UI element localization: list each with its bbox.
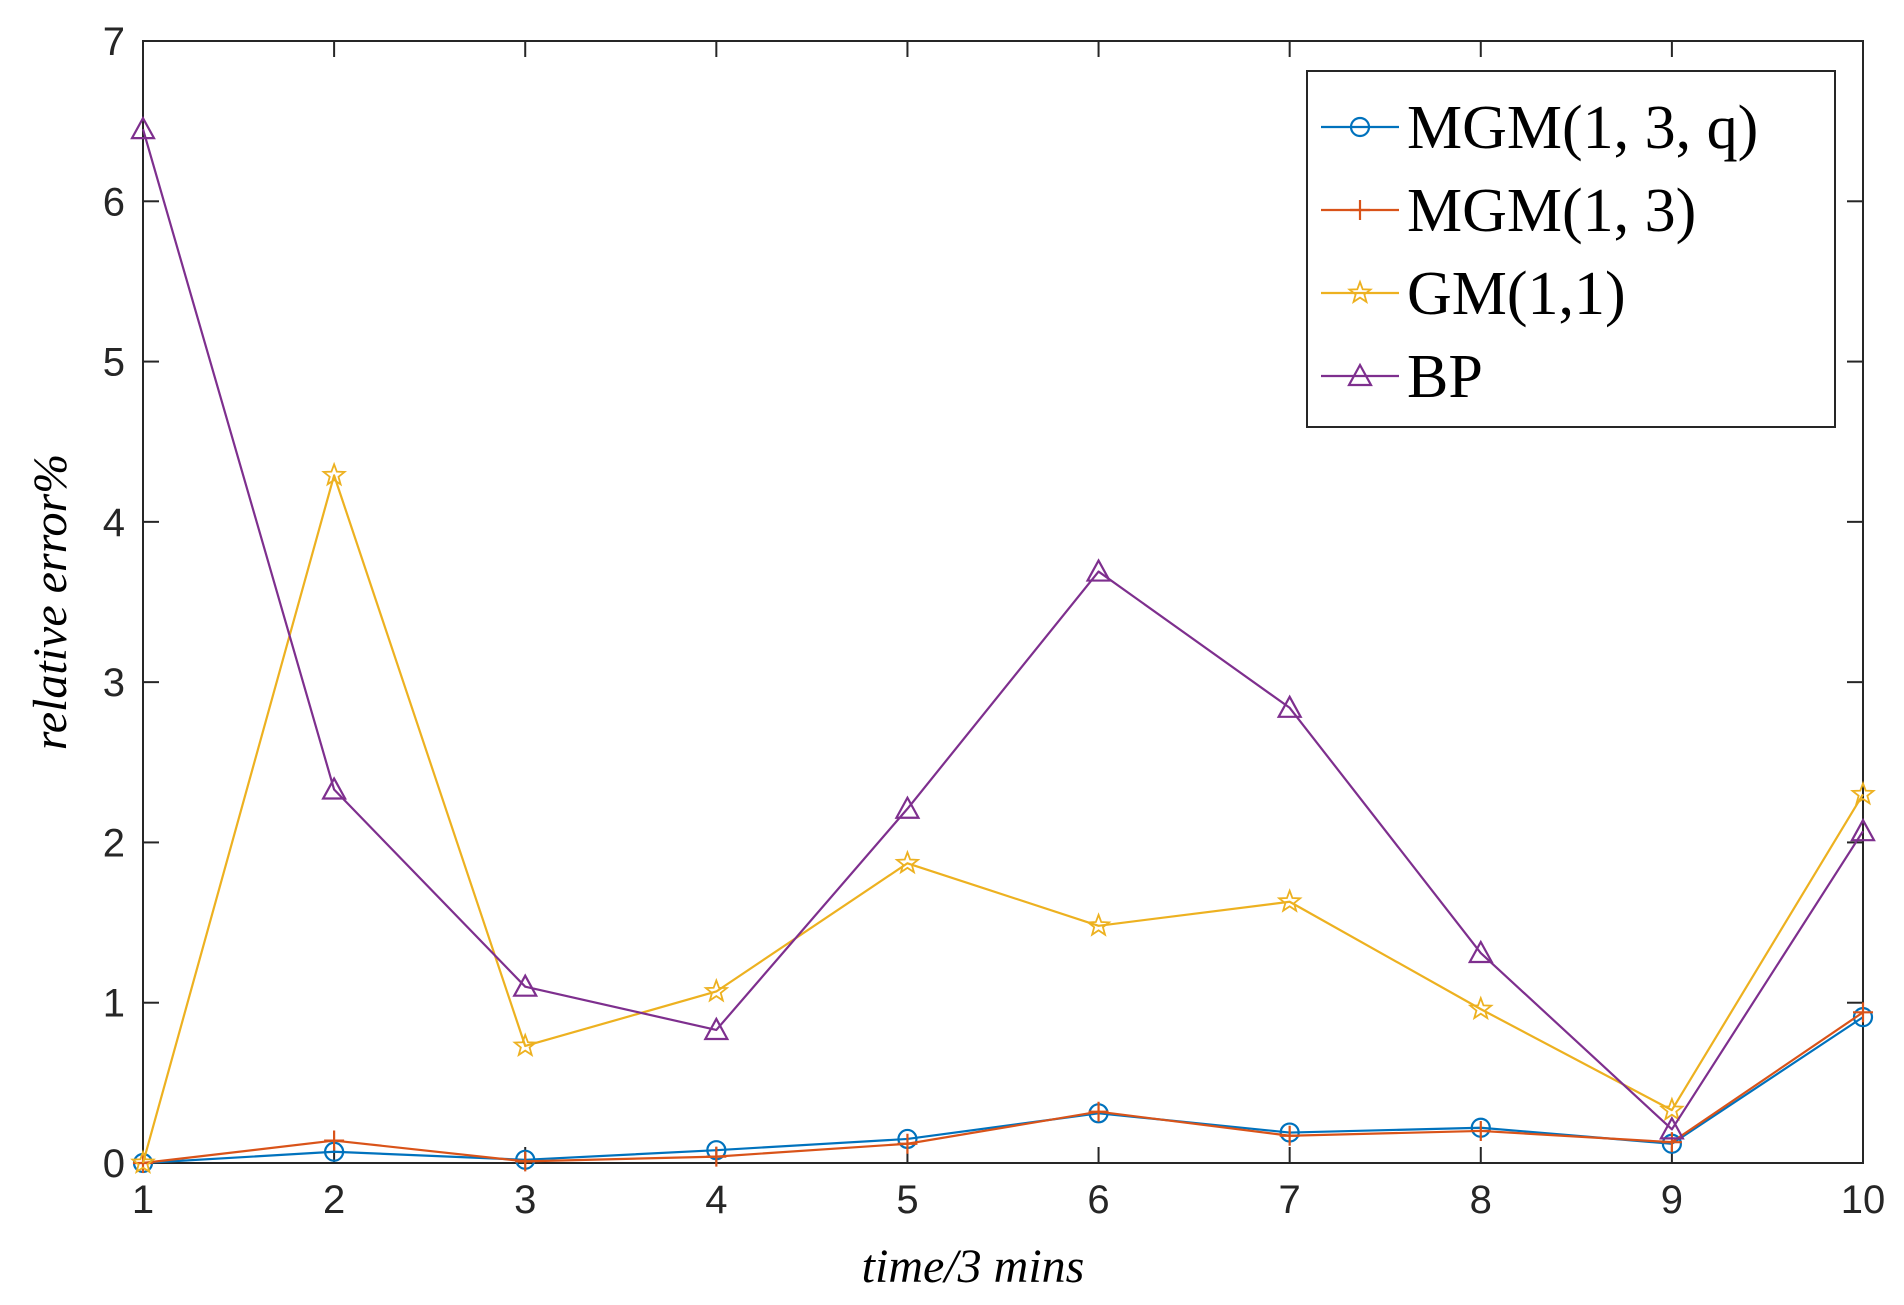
data-point <box>1467 995 1494 1021</box>
legend-label: MGM(1, 3) <box>1407 177 1696 245</box>
series-star <box>130 461 1876 1174</box>
legend-marker <box>1349 116 1371 138</box>
y-tick-label: 6 <box>103 180 125 224</box>
x-tick-label: 7 <box>1279 1178 1301 1222</box>
data-point <box>324 1130 345 1151</box>
y-tick-label: 4 <box>103 501 125 545</box>
legend-entry: MGM(1, 3) <box>1321 177 1696 245</box>
legend: MGM(1, 3, q) MGM(1, 3) GM(1,1) BP <box>1306 70 1836 428</box>
data-point <box>515 1151 536 1172</box>
x-tick-label: 8 <box>1470 1178 1492 1222</box>
legend-marker <box>1347 279 1373 304</box>
series-line <box>142 1011 1864 1165</box>
data-point <box>130 115 156 140</box>
series-line <box>141 128 1864 1131</box>
series-line <box>142 1016 1864 1165</box>
data-point <box>1659 1116 1685 1140</box>
legend-box <box>1306 70 1836 428</box>
data-point <box>1276 694 1303 718</box>
y-tick-label: 0 <box>103 1142 125 1186</box>
data-point <box>1661 1132 1682 1153</box>
data-point <box>1085 912 1112 937</box>
data-point <box>321 776 347 800</box>
x-tick-label: 1 <box>132 1178 154 1222</box>
legend-marker <box>1347 362 1373 387</box>
x-tick-label: 3 <box>514 1178 536 1222</box>
data-point <box>1853 1002 1873 1023</box>
data-point <box>703 977 730 1003</box>
x-axis-label: time/3 mins <box>862 1240 1085 1293</box>
data-point <box>1088 1101 1109 1122</box>
legend-label: MGM(1, 3, q) <box>1407 94 1758 162</box>
data-point <box>130 1149 156 1174</box>
plot-area-frame <box>142 40 1864 1164</box>
x-tick-label: 9 <box>1661 1178 1683 1222</box>
data-point <box>1085 558 1112 582</box>
data-point <box>706 1146 727 1167</box>
y-tick-label: 1 <box>103 982 125 1026</box>
x-tick-label: 6 <box>1087 1178 1109 1222</box>
plot-series <box>130 115 1876 1174</box>
data-point <box>1470 1120 1491 1141</box>
data-point <box>1658 1096 1685 1122</box>
data-point <box>894 849 921 875</box>
legend-marker <box>1350 200 1370 220</box>
y-tick-label: 2 <box>103 821 125 865</box>
series-line <box>141 474 1864 1164</box>
y-axis-label: relative error% <box>24 454 77 750</box>
data-point <box>321 461 348 487</box>
legend-label: BP <box>1407 343 1483 411</box>
data-point <box>894 795 921 819</box>
data-point <box>1279 1125 1300 1146</box>
x-tick-label: 2 <box>323 1178 345 1222</box>
data-point <box>897 1133 918 1154</box>
data-point <box>1467 939 1494 964</box>
y-tick-label: 7 <box>103 20 125 64</box>
data-point <box>1850 780 1876 806</box>
legend-label: GM(1,1) <box>1407 260 1626 328</box>
data-point <box>1276 888 1303 913</box>
legend-entry: BP <box>1321 343 1483 411</box>
legend-entry: GM(1,1) <box>1321 260 1626 328</box>
legend-entry: MGM(1, 3, q) <box>1321 94 1758 162</box>
data-point <box>512 1032 539 1057</box>
data-point <box>1850 817 1876 842</box>
data-point <box>703 1016 730 1041</box>
series-plus <box>133 1002 1873 1173</box>
series-triangle <box>130 115 1876 1140</box>
y-tick-label: 3 <box>103 661 125 705</box>
x-tick-label: 5 <box>896 1178 918 1222</box>
x-tick-label: 10 <box>1841 1178 1886 1222</box>
data-point <box>512 973 539 997</box>
y-tick-label: 5 <box>103 341 125 385</box>
x-tick-label: 4 <box>705 1178 727 1222</box>
